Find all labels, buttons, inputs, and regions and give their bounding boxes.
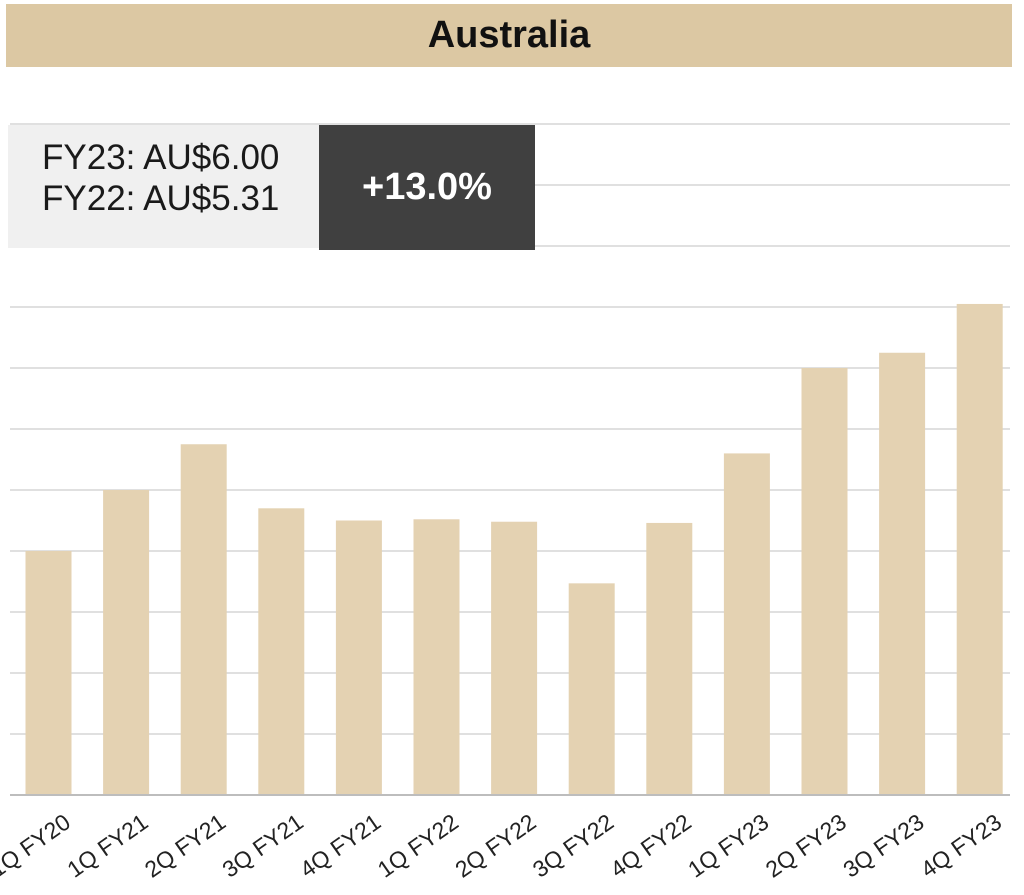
x-tick-label: 1Q FY22	[373, 809, 463, 883]
x-tick-label: 1Q FY21	[62, 809, 152, 883]
bar-4q-fy21	[335, 520, 382, 795]
x-tick-label: 1Q FY20	[0, 809, 75, 883]
x-tick-label: 3Q FY22	[528, 809, 618, 883]
chart-header: Australia	[6, 4, 1012, 67]
fy-comparison-box: FY23: AU$6.00 FY22: AU$5.31	[8, 125, 319, 248]
bar-4q-fy23	[956, 303, 1003, 795]
x-tick-label: 2Q FY21	[140, 809, 230, 883]
x-tick-label: 4Q FY22	[605, 809, 695, 883]
bar-1q-fy22	[413, 519, 460, 795]
fy22-value: FY22: AU$5.31	[42, 179, 280, 218]
bar-1q-fy20	[25, 551, 72, 795]
x-tick-label: 1Q FY23	[683, 809, 773, 883]
bar-3q-fy23	[879, 352, 926, 795]
fy23-value: FY23: AU$6.00	[42, 138, 280, 177]
bar-2q-fy21	[180, 444, 227, 795]
bar-1q-fy23	[723, 453, 770, 795]
x-tick-label: 4Q FY23	[916, 809, 1006, 883]
x-tick-label: 2Q FY22	[450, 809, 540, 883]
x-tick-label: 4Q FY21	[295, 809, 385, 883]
bar-3q-fy22	[568, 583, 615, 795]
bar-3q-fy21	[258, 508, 305, 795]
x-tick-label: 2Q FY23	[761, 809, 851, 883]
x-tick-label: 3Q FY21	[217, 809, 307, 883]
bar-4q-fy22	[646, 522, 693, 795]
bar-2q-fy22	[491, 521, 538, 795]
chart-title: Australia	[427, 14, 591, 56]
growth-value: +13.0%	[362, 166, 492, 208]
bar-1q-fy21	[103, 490, 150, 795]
bar-2q-fy23	[801, 368, 848, 795]
bars	[25, 303, 1003, 795]
growth-badge: +13.0%	[319, 125, 535, 250]
x-tick-label: 3Q FY23	[838, 809, 928, 883]
